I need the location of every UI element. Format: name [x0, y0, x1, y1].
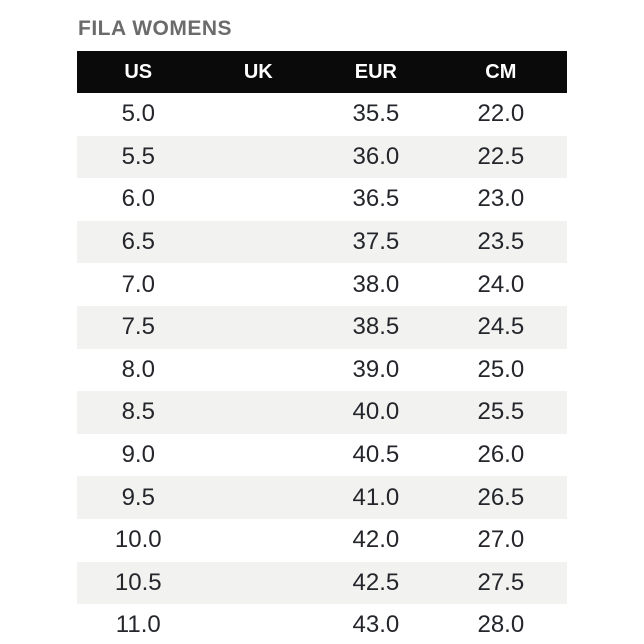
table-row: 10.0 42.0 27.0 [77, 518, 567, 562]
cell-us: 6.0 [77, 178, 200, 221]
cell-eur: 36.0 [317, 135, 435, 179]
column-header-eur: EUR [317, 51, 435, 93]
column-header-uk: UK [199, 51, 318, 93]
table-row: 9.0 40.5 26.0 [77, 433, 567, 477]
cell-cm: 27.5 [434, 561, 567, 605]
cell-cm: 25.0 [434, 348, 567, 392]
cell-eur: 35.5 [317, 93, 435, 136]
cell-cm: 23.0 [434, 178, 567, 221]
cell-us: 8.5 [77, 391, 200, 434]
table-row: 5.5 36.0 22.5 [77, 135, 567, 179]
cell-eur: 40.0 [317, 391, 435, 434]
cell-us: 5.0 [77, 93, 200, 136]
table-row: 7.0 38.0 24.0 [77, 263, 567, 306]
table-row: 9.5 41.0 26.5 [77, 476, 567, 519]
cell-cm: 22.5 [434, 135, 567, 179]
table-row: 10.5 42.5 27.5 [77, 561, 567, 605]
cell-us: 11.0 [77, 604, 200, 644]
cell-eur: 38.0 [317, 263, 435, 306]
table-row: 8.0 39.0 25.0 [77, 348, 567, 392]
cell-eur: 40.5 [317, 433, 435, 477]
cell-cm: 22.0 [434, 93, 567, 136]
cell-uk [199, 305, 318, 349]
cell-eur: 41.0 [317, 476, 435, 519]
cell-uk [199, 93, 318, 136]
cell-us: 9.5 [77, 476, 200, 519]
cell-eur: 42.0 [317, 518, 435, 562]
cell-cm: 28.0 [434, 604, 567, 644]
cell-uk [199, 518, 318, 562]
cell-us: 9.0 [77, 433, 200, 477]
table-header: US UK EUR CM [77, 51, 567, 93]
cell-us: 10.0 [77, 518, 200, 562]
cell-uk [199, 604, 318, 644]
size-conversion-table: US UK EUR CM 5.0 35.5 22.0 5.5 36.0 22.5 6.0 36.5 2… [77, 51, 567, 644]
cell-us: 6.5 [77, 220, 200, 264]
cell-us: 7.5 [77, 305, 200, 349]
table-row: 8.5 40.0 25.5 [77, 391, 567, 434]
cell-cm: 26.5 [434, 476, 567, 519]
cell-cm: 26.0 [434, 433, 567, 477]
cell-us: 5.5 [77, 135, 200, 179]
cell-eur: 39.0 [317, 348, 435, 392]
cell-uk [199, 348, 318, 392]
chart-title: FILA WOMENS [78, 17, 233, 40]
cell-cm: 24.5 [434, 305, 567, 349]
cell-eur: 36.5 [317, 178, 435, 221]
cell-uk [199, 433, 318, 477]
table-row: 5.0 35.5 22.0 [77, 93, 567, 136]
column-header-us: US [77, 51, 200, 93]
table-row: 11.0 43.0 28.0 [77, 604, 567, 644]
cell-eur: 38.5 [317, 305, 435, 349]
table-body: 5.0 35.5 22.0 5.5 36.0 22.5 6.0 36.5 23.0 6.5 37.5… [77, 93, 567, 644]
table-row: 7.5 38.5 24.5 [77, 305, 567, 349]
cell-uk [199, 220, 318, 264]
cell-cm: 25.5 [434, 391, 567, 434]
cell-uk [199, 178, 318, 221]
cell-us: 10.5 [77, 561, 200, 605]
table-header-row: US UK EUR CM [77, 51, 567, 93]
table-row: 6.5 37.5 23.5 [77, 220, 567, 264]
cell-cm: 24.0 [434, 263, 567, 306]
cell-eur: 42.5 [317, 561, 435, 605]
cell-uk [199, 391, 318, 434]
cell-us: 8.0 [77, 348, 200, 392]
cell-uk [199, 263, 318, 306]
cell-eur: 37.5 [317, 220, 435, 264]
cell-uk [199, 561, 318, 605]
cell-eur: 43.0 [317, 604, 435, 644]
cell-uk [199, 135, 318, 179]
table-row: 6.0 36.5 23.0 [77, 178, 567, 221]
cell-uk [199, 476, 318, 519]
column-header-cm: CM [434, 51, 567, 93]
cell-cm: 27.0 [434, 518, 567, 562]
cell-us: 7.0 [77, 263, 200, 306]
cell-cm: 23.5 [434, 220, 567, 264]
